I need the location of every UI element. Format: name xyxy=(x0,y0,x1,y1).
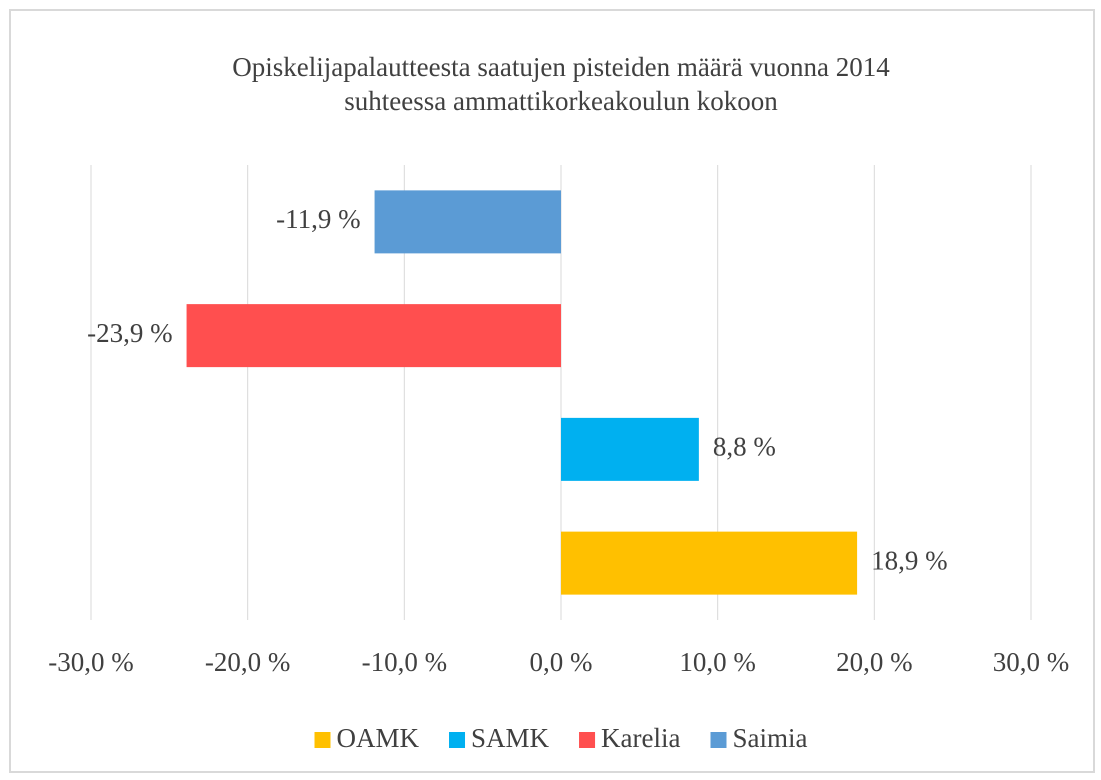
data-label: 8,8 % xyxy=(713,432,776,462)
legend-swatch xyxy=(449,732,466,748)
legend-swatch xyxy=(710,732,727,748)
chart-title: Opiskelijapalautteesta saatujen pisteide… xyxy=(232,52,890,82)
bar xyxy=(561,531,858,595)
x-tick-label: 10,0 % xyxy=(679,647,756,677)
x-tick-label: -30,0 % xyxy=(48,647,133,677)
bar xyxy=(374,190,561,254)
data-label: -11,9 % xyxy=(276,204,360,234)
x-tick-label: -20,0 % xyxy=(205,647,290,677)
legend-swatch xyxy=(579,732,596,748)
bar xyxy=(561,417,699,481)
x-tick-label: 30,0 % xyxy=(993,647,1070,677)
bar xyxy=(186,304,562,368)
x-tick-label: 0,0 % xyxy=(530,647,593,677)
chart-title: suhteessa ammattikorkeakoulun kokoon xyxy=(344,86,778,116)
legend: OAMK SAMK Karelia Saimia xyxy=(314,723,808,753)
data-label: -23,9 % xyxy=(87,318,172,348)
data-label: 18,9 % xyxy=(871,545,948,575)
legend-swatch xyxy=(314,732,331,748)
chart-frame xyxy=(9,9,1095,773)
legend-label: OAMK xyxy=(337,723,420,753)
legend-label: SAMK xyxy=(471,723,550,753)
x-tick-label: 20,0 % xyxy=(836,647,913,677)
legend-label: Saimia xyxy=(733,723,808,753)
x-tick-label: -10,0 % xyxy=(362,647,447,677)
legend-label: Karelia xyxy=(601,723,680,753)
